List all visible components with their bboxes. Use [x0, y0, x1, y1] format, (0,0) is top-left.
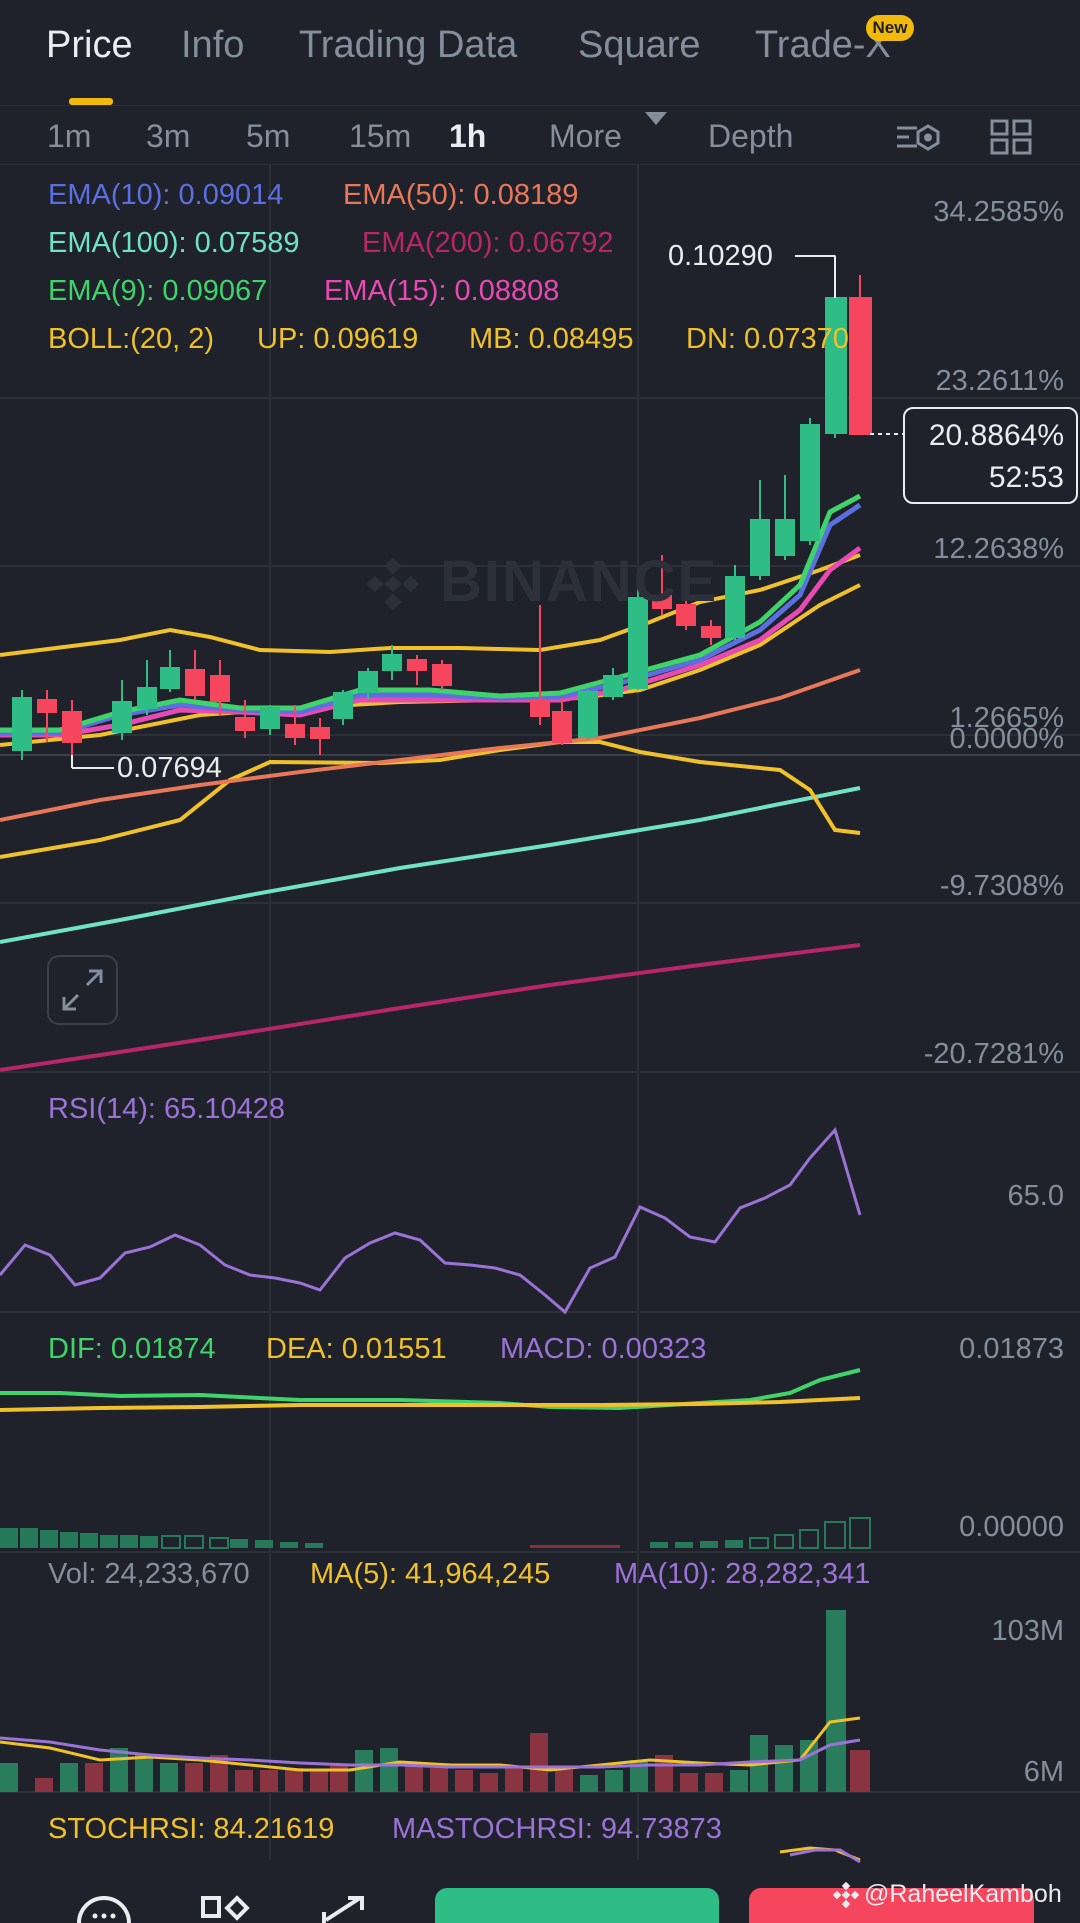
interval-3m[interactable]: 3m: [146, 118, 191, 154]
candle-countdown: 52:53: [988, 461, 1064, 494]
interval-bar: 1m 3m 5m 15m 1h More Depth: [0, 105, 1080, 165]
price-axis-label: 34.2585%: [933, 196, 1064, 228]
volume-legend: Vol: 24,233,670: [48, 1558, 250, 1590]
grid-layout-icon[interactable]: [990, 118, 1032, 156]
dea-line: [0, 1396, 861, 1412]
rsi-legend: RSI(14): 65.10428: [48, 1093, 285, 1125]
bottom-action-bar: [0, 1870, 1080, 1923]
interval-5m[interactable]: 5m: [246, 118, 291, 154]
high-price-label: 0.10290: [668, 240, 773, 272]
boll-up-legend: UP: 0.09619: [257, 323, 419, 355]
tab-info[interactable]: Info: [181, 24, 245, 66]
ema100-line: [0, 786, 861, 944]
more-dropdown[interactable]: More: [549, 118, 622, 154]
price-axis-label: -9.7308%: [939, 870, 1064, 902]
ema50-line: [0, 668, 861, 822]
chart-setting-icon[interactable]: [895, 120, 941, 154]
ema15-line: [0, 545, 862, 738]
candles: [12, 255, 872, 760]
boll-legend: BOLL:(20, 2): [48, 323, 215, 355]
ema10-legend: EMA(10): 0.09014: [48, 179, 284, 211]
ema100-legend: EMA(100): 0.07589: [48, 227, 300, 259]
more-caret-icon: [645, 112, 667, 125]
boll-mb-legend: MB: 0.08495: [469, 323, 634, 355]
vol-ma5-line: [0, 1716, 861, 1772]
depth-tab[interactable]: Depth: [708, 118, 794, 154]
share-icon[interactable]: [320, 1894, 370, 1923]
volume-axis-bottom: 6M: [1023, 1756, 1064, 1788]
price-axis-label: 0.0000%: [949, 723, 1065, 755]
price-axis-label: 12.2638%: [933, 533, 1064, 565]
binance-logo-icon: [833, 1882, 859, 1908]
ema9-legend: EMA(9): 0.09067: [48, 275, 268, 307]
ema200-legend: EMA(200): 0.06792: [362, 227, 614, 259]
macd-legend: MACD: 0.00323: [500, 1333, 707, 1365]
vol-ma10-line: [0, 1736, 861, 1769]
price-axis-label: -20.7281%: [923, 1038, 1064, 1070]
active-tab-indicator: [69, 98, 113, 105]
tab-trading-data[interactable]: Trading Data: [299, 24, 518, 66]
macd-histogram: [0, 1528, 743, 1548]
ema10-line: [0, 502, 862, 736]
top-tab-bar: Price Info Trading Data Square Trade-X N…: [0, 0, 1080, 105]
ema200-line: [0, 943, 861, 1072]
binance-logo-icon: [366, 557, 420, 611]
tab-price[interactable]: Price: [46, 24, 133, 66]
tab-square[interactable]: Square: [578, 24, 701, 66]
boll-dn-legend: DN: 0.07370: [686, 323, 849, 355]
macd-histogram-hollow: [161, 1517, 871, 1549]
price-axis-label: 23.2611%: [935, 365, 1064, 397]
expand-button[interactable]: [47, 955, 118, 1025]
ema15-legend: EMA(15): 0.08808: [324, 275, 560, 307]
new-badge: New: [866, 15, 914, 41]
watermark: BINANCE: [440, 549, 719, 614]
stochrsi-legend: STOCHRSI: 84.21619: [48, 1813, 335, 1845]
rsi-line: [0, 1126, 862, 1315]
rsi-axis-label: 65.0: [1007, 1180, 1064, 1212]
sell-button[interactable]: [749, 1888, 1034, 1923]
price-axis-label: 1.2665%: [949, 702, 1065, 734]
mastochrsi-legend: MASTOCHRSI: 94.73873: [392, 1813, 722, 1845]
interval-1m[interactable]: 1m: [47, 118, 92, 154]
low-price-label: 0.07694: [117, 752, 222, 784]
interval-1h[interactable]: 1h: [449, 118, 487, 154]
vol-ma5-legend: MA(5): 41,964,245: [310, 1558, 551, 1590]
macd-axis-bottom: 0.00000: [959, 1511, 1064, 1543]
volume-axis-top: 103M: [991, 1615, 1064, 1647]
expand-icon: [62, 969, 103, 1011]
buy-button[interactable]: [435, 1888, 719, 1923]
current-price-value: 20.8864%: [928, 419, 1064, 452]
dea-legend: DEA: 0.01551: [266, 1333, 447, 1365]
ema50-legend: EMA(50): 0.08189: [343, 179, 579, 211]
interval-15m[interactable]: 15m: [349, 118, 412, 154]
current-price-bubble: 20.8864% 52:53: [903, 407, 1078, 504]
macd-axis-top: 0.01873: [959, 1333, 1064, 1365]
chat-icon[interactable]: [75, 1894, 133, 1923]
dif-legend: DIF: 0.01874: [48, 1333, 216, 1365]
widgets-icon[interactable]: [200, 1894, 252, 1923]
credit-watermark: @RaheelKamboh: [864, 1880, 1062, 1908]
vol-ma10-legend: MA(10): 28,282,341: [614, 1558, 871, 1590]
